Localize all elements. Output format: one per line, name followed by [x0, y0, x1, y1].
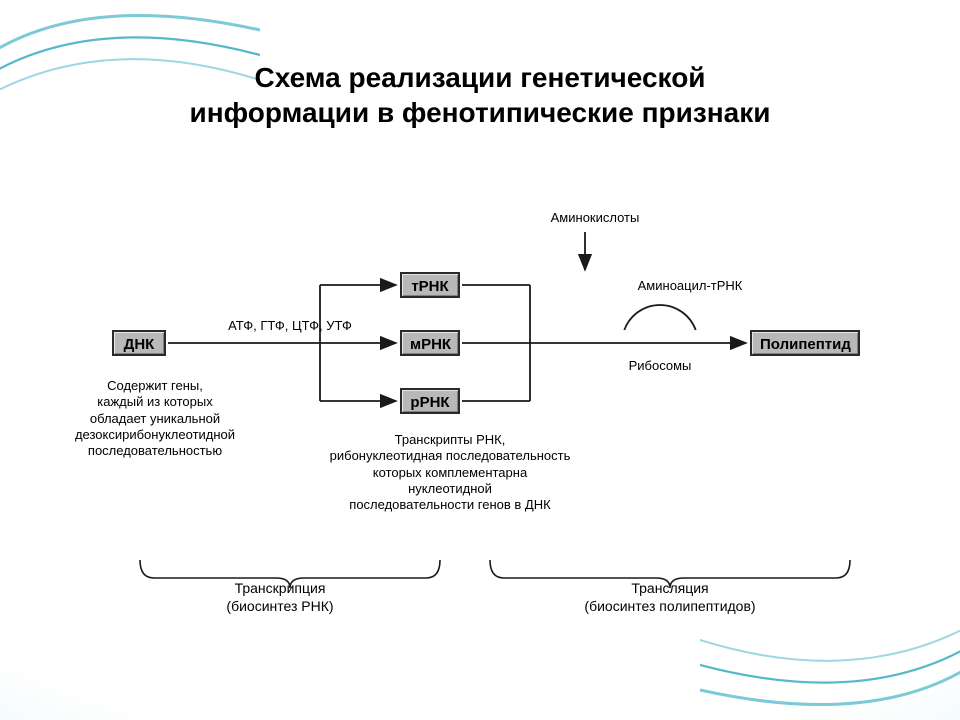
- label-dna-description: Содержит гены,каждый из которыхобладает …: [50, 378, 260, 459]
- title-line-1: Схема реализации генетической: [254, 62, 705, 93]
- node-trna: тРНК: [400, 272, 460, 298]
- node-dna: ДНК: [112, 330, 166, 356]
- label-ntps: АТФ, ГТФ, ЦТФ, УТФ: [200, 318, 380, 334]
- slide-title: Схема реализации генетической информации…: [0, 60, 960, 130]
- label-rna-description: Транскрипты РНК,рибонуклеотидная последо…: [300, 432, 600, 513]
- node-rrna: рРНК: [400, 388, 460, 414]
- node-polypeptide: Полипептид: [750, 330, 860, 356]
- label-transcription: Транскрипция(биосинтез РНК): [170, 580, 390, 615]
- diagram-area: ДНК тРНК мРНК рРНК Полипептид Аминокисло…: [70, 200, 890, 660]
- title-line-2: информации в фенотипические признаки: [190, 97, 771, 128]
- label-ribosomes: Рибосомы: [610, 358, 710, 374]
- label-aminoacids: Аминокислоты: [525, 210, 665, 226]
- slide: Схема реализации генетической информации…: [0, 0, 960, 720]
- label-translation: Трансляция(биосинтез полипептидов): [540, 580, 800, 615]
- node-mrna: мРНК: [400, 330, 460, 356]
- label-aminoacyl: Аминоацил-тРНК: [610, 278, 770, 294]
